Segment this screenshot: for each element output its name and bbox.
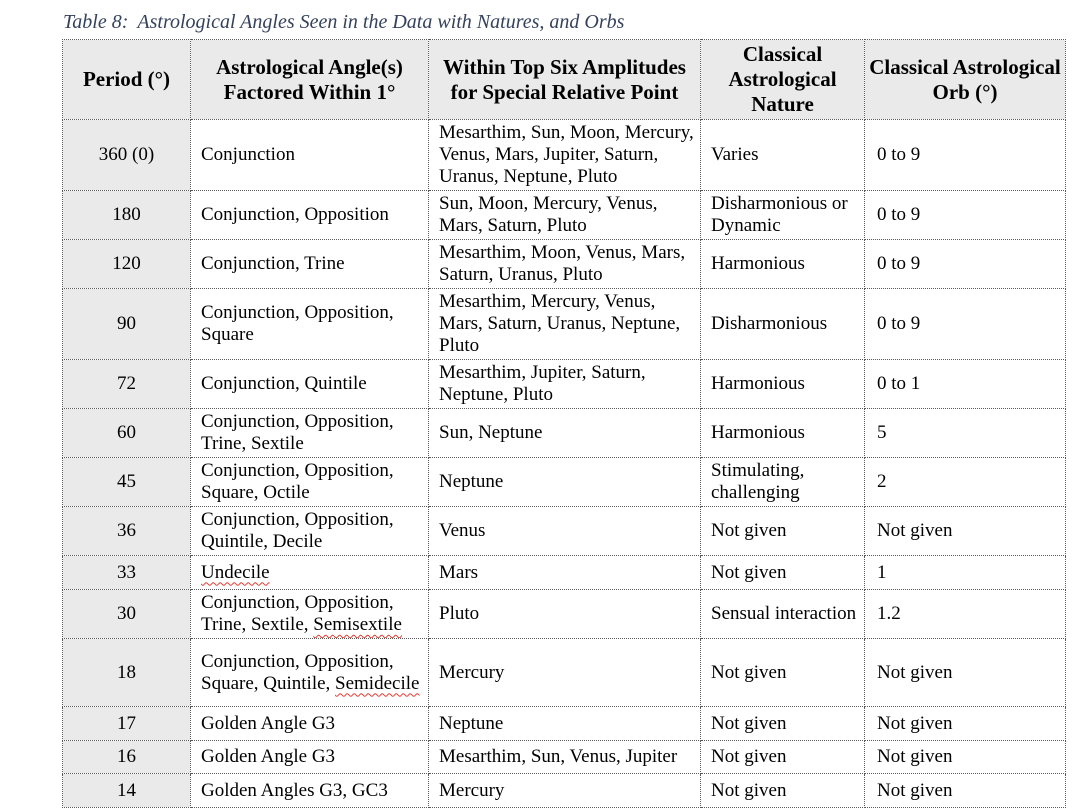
period-cell: 33 xyxy=(62,555,191,590)
nature-cell: Not given xyxy=(700,638,865,707)
orb-cell: 1 xyxy=(864,555,1066,590)
period-cell: 30 xyxy=(62,589,191,639)
table-row: 45 Conjunction, Opposition, Square, Octi… xyxy=(62,457,1066,507)
angles-cell: Golden Angles G3, GC3 xyxy=(190,773,429,808)
table-row: 60 Conjunction, Opposition, Trine, Sexti… xyxy=(62,408,1066,458)
header-row: Period (°) Astrological Angle(s) Factore… xyxy=(62,39,1066,120)
orb-cell: Not given xyxy=(864,740,1066,774)
amplitudes-cell: Mesarthim, Jupiter, Saturn, Neptune, Plu… xyxy=(428,359,701,409)
amplitudes-cell: Mercury xyxy=(428,638,701,707)
orb-cell: 0 to 9 xyxy=(864,288,1066,360)
column-header-orb: Classical Astrological Orb (°) xyxy=(864,39,1066,120)
nature-cell: Stimulating, challenging xyxy=(700,457,865,507)
period-cell: 72 xyxy=(62,359,191,409)
angles-cell: Conjunction, Opposition, Square, Quintil… xyxy=(190,638,429,707)
table-row: 18 Conjunction, Opposition, Square, Quin… xyxy=(62,638,1066,707)
nature-cell: Harmonious xyxy=(700,359,865,409)
table-row: 90 Conjunction, Opposition, Square Mesar… xyxy=(62,288,1066,360)
angles-cell: Conjunction, Trine xyxy=(190,239,429,289)
nature-cell: Harmonious xyxy=(700,239,865,289)
nature-cell: Not given xyxy=(700,706,865,741)
angles-cell: Undecile xyxy=(190,555,429,590)
amplitudes-cell: Mesarthim, Mercury, Venus, Mars, Saturn,… xyxy=(428,288,701,360)
nature-cell: Not given xyxy=(700,506,865,556)
table-row: 33 Undecile Mars Not given 1 xyxy=(62,555,1066,590)
period-cell: 60 xyxy=(62,408,191,458)
orb-cell: 0 to 9 xyxy=(864,239,1066,289)
amplitudes-cell: Sun, Neptune xyxy=(428,408,701,458)
table-row: 36 Conjunction, Opposition, Quintile, De… xyxy=(62,506,1066,556)
angles-cell: Conjunction, Opposition xyxy=(190,190,429,240)
nature-cell: Not given xyxy=(700,740,865,774)
table-row: 360 (0) Conjunction Mesarthim, Sun, Moon… xyxy=(62,119,1066,191)
orb-cell: Not given xyxy=(864,706,1066,741)
period-cell: 360 (0) xyxy=(62,119,191,191)
orb-cell: Not given xyxy=(864,773,1066,808)
angles-cell: Golden Angle G3 xyxy=(190,706,429,741)
nature-cell: Not given xyxy=(700,555,865,590)
orb-cell: Not given xyxy=(864,506,1066,556)
period-cell: 36 xyxy=(62,506,191,556)
angles-cell: Conjunction, Opposition, Square xyxy=(190,288,429,360)
table-row: 30 Conjunction, Opposition, Trine, Sexti… xyxy=(62,589,1066,639)
astrological-angles-table: Period (°) Astrological Angle(s) Factore… xyxy=(62,39,1066,808)
orb-cell: 0 to 9 xyxy=(864,119,1066,191)
nature-cell: Disharmonious or Dynamic xyxy=(700,190,865,240)
period-cell: 18 xyxy=(62,638,191,707)
nature-cell: Harmonious xyxy=(700,408,865,458)
misspelled-word: Semidecile xyxy=(335,672,420,694)
amplitudes-cell: Neptune xyxy=(428,457,701,507)
amplitudes-cell: Venus xyxy=(428,506,701,556)
amplitudes-cell: Pluto xyxy=(428,589,701,639)
orb-cell: 0 to 9 xyxy=(864,190,1066,240)
period-cell: 17 xyxy=(62,706,191,741)
table-row: 72 Conjunction, Quintile Mesarthim, Jupi… xyxy=(62,359,1066,409)
table-caption-text: Astrological Angles Seen in the Data wit… xyxy=(137,11,625,33)
orb-cell: 2 xyxy=(864,457,1066,507)
period-cell: 90 xyxy=(62,288,191,360)
angles-cell: Conjunction, Opposition, Trine, Sextile xyxy=(190,408,429,458)
angles-cell: Conjunction xyxy=(190,119,429,191)
orb-cell: 5 xyxy=(864,408,1066,458)
table-caption: Table 8: Astrological Angles Seen in the … xyxy=(63,10,624,34)
period-cell: 120 xyxy=(62,239,191,289)
angles-cell: Golden Angle G3 xyxy=(190,740,429,774)
orb-cell: 1.2 xyxy=(864,589,1066,639)
column-header-nature: Classical Astrological Nature xyxy=(700,39,865,120)
table-row: 14 Golden Angles G3, GC3 Mercury Not giv… xyxy=(62,773,1066,808)
misspelled-word: Semisextile xyxy=(313,614,402,635)
column-header-angles: Astrological Angle(s) Factored Within 1° xyxy=(190,39,429,120)
column-header-amplitudes: Within Top Six Amplitudes for Special Re… xyxy=(428,39,701,120)
period-cell: 14 xyxy=(62,773,191,808)
misspelled-word: Undecile xyxy=(201,561,270,583)
amplitudes-cell: Sun, Moon, Mercury, Venus, Mars, Saturn,… xyxy=(428,190,701,240)
amplitudes-cell: Neptune xyxy=(428,706,701,741)
nature-cell: Disharmonious xyxy=(700,288,865,360)
angles-cell: Conjunction, Opposition, Square, Octile xyxy=(190,457,429,507)
nature-cell: Varies xyxy=(700,119,865,191)
nature-cell: Not given xyxy=(700,773,865,808)
column-header-period: Period (°) xyxy=(62,39,191,120)
table-row: 120 Conjunction, Trine Mesarthim, Moon, … xyxy=(62,239,1066,289)
amplitudes-cell: Mesarthim, Sun, Moon, Mercury, Venus, Ma… xyxy=(428,119,701,191)
period-cell: 45 xyxy=(62,457,191,507)
orb-cell: 0 to 1 xyxy=(864,359,1066,409)
orb-cell: Not given xyxy=(864,638,1066,707)
table-caption-label: Table 8: xyxy=(63,11,129,33)
amplitudes-cell: Mercury xyxy=(428,773,701,808)
amplitudes-cell: Mesarthim, Sun, Venus, Jupiter xyxy=(428,740,701,774)
period-cell: 16 xyxy=(62,740,191,774)
angles-cell: Conjunction, Quintile xyxy=(190,359,429,409)
table-row: 17 Golden Angle G3 Neptune Not given Not… xyxy=(62,706,1066,741)
angles-cell: Conjunction, Opposition, Quintile, Decil… xyxy=(190,506,429,556)
table-row: 180 Conjunction, Opposition Sun, Moon, M… xyxy=(62,190,1066,240)
amplitudes-cell: Mars xyxy=(428,555,701,590)
amplitudes-cell: Mesarthim, Moon, Venus, Mars, Saturn, Ur… xyxy=(428,239,701,289)
angles-cell: Conjunction, Opposition, Trine, Sextile,… xyxy=(190,589,429,639)
table-row: 16 Golden Angle G3 Mesarthim, Sun, Venus… xyxy=(62,740,1066,774)
nature-cell: Sensual interaction xyxy=(700,589,865,639)
period-cell: 180 xyxy=(62,190,191,240)
